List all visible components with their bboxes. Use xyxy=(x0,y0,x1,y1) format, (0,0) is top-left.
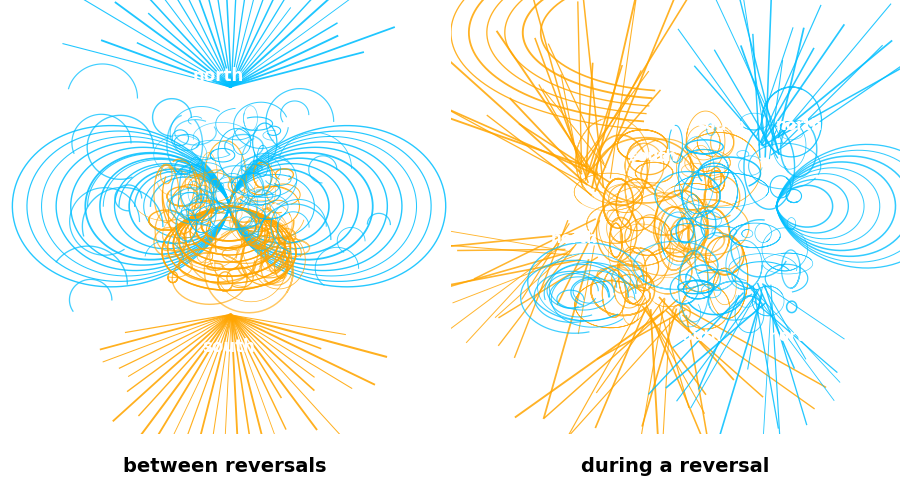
Text: during a reversal: during a reversal xyxy=(580,457,770,476)
Text: south: south xyxy=(629,149,677,164)
Text: south: south xyxy=(202,338,256,356)
Text: north: north xyxy=(551,231,598,247)
Text: south: south xyxy=(674,329,722,344)
Text: north: north xyxy=(193,67,243,85)
Text: south: south xyxy=(696,118,744,133)
Text: north: north xyxy=(776,118,823,133)
Text: between reversals: between reversals xyxy=(123,457,327,476)
Text: north: north xyxy=(769,329,815,344)
